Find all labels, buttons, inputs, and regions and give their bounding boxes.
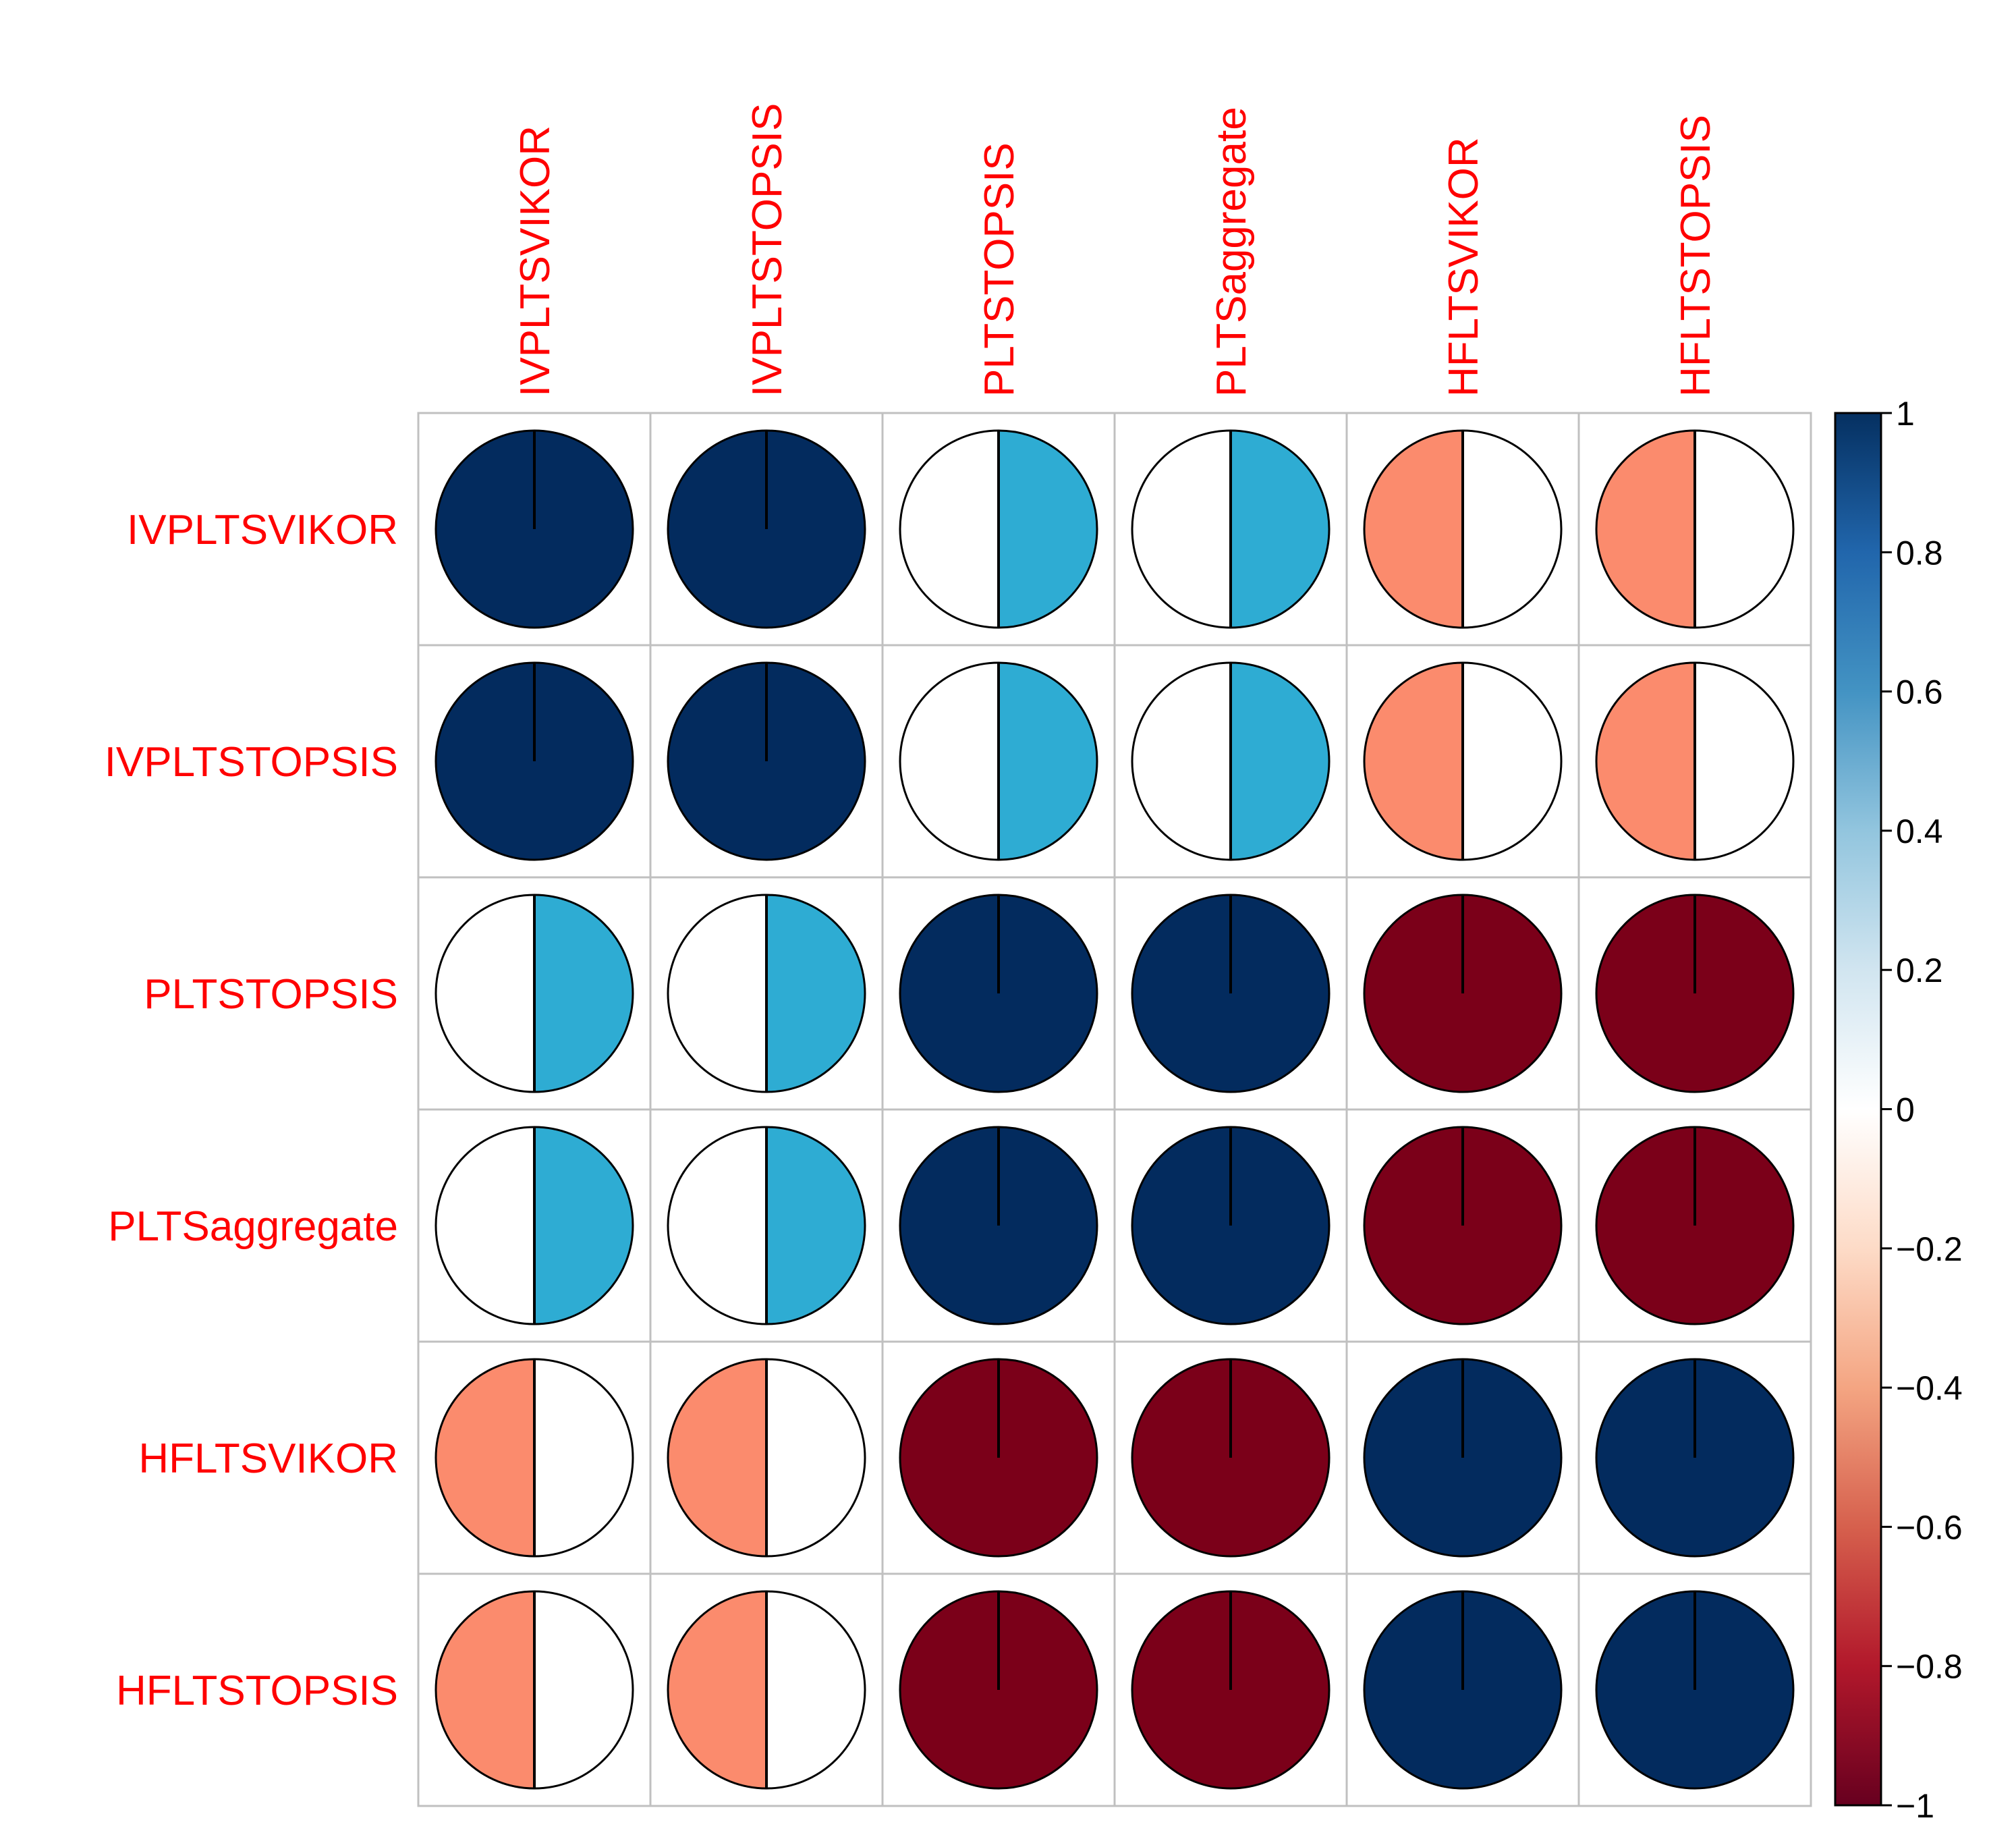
pie-cell-hfltsvikor-ivpltstopsis [667,1358,866,1558]
pie-cell-ivpltsvikor-ivpltstopsis [667,429,866,629]
pie-cell-hfltstopsis-ivpltstopsis [667,1590,866,1790]
column-label-hfltstopsis: HFLTSTOPSIS [1673,115,1719,397]
row-label-ivpltstopsis: IVPLTSTOPSIS [105,739,398,786]
pie-cell-pltsaggregate-pltstopsis [899,1126,1098,1325]
pie-cell-pltstopsis-hfltstopsis [1595,894,1795,1093]
pie-wedge [766,1127,865,1324]
pie-wedge [1231,663,1329,860]
pie-cell-ivpltstopsis-pltsaggregate [1131,661,1331,861]
pie-cell-ivpltstopsis-pltstopsis [899,661,1098,861]
pie-cell-hfltstopsis-hfltsvikor [1363,1590,1563,1790]
pie-cell-ivpltsvikor-ivpltsvikor [435,429,634,629]
pie-wedge [999,663,1097,860]
column-label-ivpltstopsis: IVPLTSTOPSIS [744,103,791,397]
row-label-pltstopsis: PLTSTOPSIS [144,971,398,1018]
pie-wedge [1596,431,1695,628]
pie-wedge [534,895,633,1092]
pie-cell-ivpltstopsis-hfltstopsis [1595,661,1795,861]
row-labels: IVPLTSVIKOR IVPLTSTOPSIS PLTSTOPSIS PLTSagg… [105,507,398,1714]
column-label-ivpltsvikor: IVPLTSVIKOR [512,126,559,397]
row-label-hfltstopsis: HFLTSTOPSIS [116,1668,398,1714]
grid-cell [1577,1572,1812,1807]
pie-cell-hfltstopsis-ivpltsvikor [435,1590,634,1790]
pie-cell-hfltstopsis-hfltstopsis [1595,1590,1795,1790]
column-label-hfltsvikor: HFLTSVIKOR [1440,137,1487,397]
pie-cell-pltstopsis-pltstopsis [899,894,1098,1093]
pie-wedge [766,895,865,1092]
pie-cell-pltstopsis-hfltsvikor [1363,894,1563,1093]
pie-cell-hfltsvikor-hfltsvikor [1363,1358,1563,1558]
grid [417,412,1812,1807]
pie-cell-pltsaggregate-hfltsvikor [1363,1126,1563,1325]
pie-cell-hfltstopsis-pltsaggregate [1131,1590,1331,1790]
pie-cell-hfltsvikor-pltsaggregate [1131,1358,1331,1558]
colorbar-tick-label: 0.6 [1896,674,1943,711]
colorbar-tick-label: −1 [1896,1787,1934,1825]
colorbar: 1 0.8 0.6 0.4 0.2 0 −0.2 −0.4 −0.6 −0.8 −1 [1834,395,1963,1825]
colorbar-tick-label: −0.8 [1896,1648,1963,1686]
colorbar-tick-label: 0 [1896,1091,1915,1129]
pie-wedge [1364,431,1463,628]
pie-cell-pltstopsis-pltsaggregate [1131,894,1331,1093]
pie-cell-pltsaggregate-pltsaggregate [1131,1126,1331,1325]
colorbar-tick-label: 0.8 [1896,534,1943,572]
pie-wedge [668,1359,766,1556]
pie-wedge [436,1359,534,1556]
column-label-pltsaggregate: PLTSaggregate [1208,107,1255,397]
pie-cell-ivpltsvikor-pltstopsis [899,429,1098,629]
pie-cell-ivpltsvikor-hfltsvikor [1363,429,1563,629]
pie-cell-pltsaggregate-ivpltstopsis [667,1126,866,1325]
pie-cell-hfltsvikor-pltstopsis [899,1358,1098,1558]
pie-cell-hfltsvikor-hfltstopsis [1595,1358,1795,1558]
pie-cell-pltsaggregate-hfltstopsis [1595,1126,1795,1325]
row-label-ivpltsvikor: IVPLTSVIKOR [127,507,398,553]
column-labels: IVPLTSVIKOR IVPLTSTOPSIS PLTSTOPSIS PLTSagg… [512,103,1719,397]
pie-wedge [668,1591,766,1788]
colorbar-tick-label: −0.2 [1896,1230,1963,1268]
pie-cell-pltsaggregate-ivpltsvikor [435,1126,634,1325]
column-label-pltstopsis: PLTSTOPSIS [976,142,1023,397]
pie-cell-ivpltstopsis-hfltsvikor [1363,661,1563,861]
pie-cell-ivpltstopsis-ivpltsvikor [435,661,634,861]
pie-cell-ivpltstopsis-ivpltstopsis [667,661,866,861]
colorbar-tick-label: −0.4 [1896,1369,1963,1407]
pie-cell-ivpltsvikor-pltsaggregate [1131,429,1331,629]
pie-wedge [1364,663,1463,860]
pie-cell-ivpltsvikor-hfltstopsis [1595,429,1795,629]
colorbar-gradient [1834,412,1882,1807]
pie-wedge [436,1591,534,1788]
pie-cell-pltstopsis-ivpltsvikor [435,894,634,1093]
row-label-pltsaggregate: PLTSaggregate [108,1203,398,1250]
pie-wedge [1596,663,1695,860]
colorbar-tick-label: 0.2 [1896,952,1943,989]
correlation-cells [435,429,1795,1790]
colorbar-tick-label: 0.4 [1896,813,1943,850]
pie-cell-hfltsvikor-ivpltsvikor [435,1358,634,1558]
pie-cell-pltstopsis-ivpltstopsis [667,894,866,1093]
row-label-hfltsvikor: HFLTSVIKOR [138,1435,398,1482]
colorbar-tick-label: −0.6 [1896,1508,1963,1546]
pie-wedge [1231,431,1329,628]
pie-wedge [534,1127,633,1324]
pie-cell-hfltstopsis-pltstopsis [899,1590,1098,1790]
colorbar-tick-label: 1 [1896,395,1915,433]
pie-wedge [999,431,1097,628]
